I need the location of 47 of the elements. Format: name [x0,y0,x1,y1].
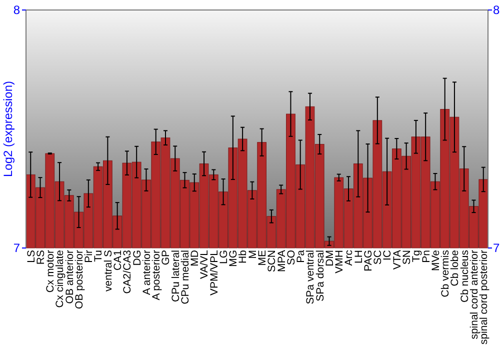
x-tick-label: VA/VL [198,250,211,279]
x-tick-label: ventral S [102,250,114,292]
x-tick-label: M [246,250,259,259]
x-tick-label: MPA [276,250,288,272]
y-axis-title: Log2 (expression) [1,80,15,178]
x-tick-label: SPa ventral [304,250,317,304]
x-tick-label: VPM/VPL [208,250,220,296]
x-tick-label: LS [25,250,38,263]
x-tick-label: SPa dorsal [314,250,326,302]
x-tick-label: SN [400,250,413,265]
x-tick-label: Cb lobe [449,250,462,286]
x-tick-label: LH [352,250,365,264]
x-tick-label: ME [256,250,268,266]
x-tick-label: Pa [295,250,308,263]
x-tick-label: spinal cord posterior [478,249,490,345]
x-tick-label: MD [189,250,202,266]
x-tick-label: MVe [430,250,442,272]
x-tick-label: CA1 [112,250,124,270]
x-tick-label: DM [324,250,336,266]
x-tick-label: Cx cingulate [54,250,66,308]
x-tick-label: spinal cord anterior [468,249,480,340]
x-tick-label: Tg [410,250,423,262]
x-tick-label: LG [218,250,230,264]
y2-tick-label: 8 [493,3,500,18]
x-tick-label: OB anterior [64,250,76,304]
x-tick-label: SCN [266,250,278,272]
x-tick-label: Cb nucleus [458,250,471,303]
x-tick-label: IC [382,250,394,260]
x-tick-label: A posterior [150,250,163,300]
x-tick-label: OB posterior [73,250,86,309]
x-tick-label: Hb [237,250,250,264]
x-tick-label: DG [131,250,144,266]
x-tick-label: CPu lateral [170,250,182,302]
x-tick-label: SO [285,250,298,266]
x-tick-label: SC [372,250,384,265]
x-tick-label: RS [34,250,47,265]
x-tick-label: Pir [83,250,96,263]
y2-tick-label: 7 [493,241,500,256]
x-tick-label: A anterior [140,250,153,295]
x-tick-label: CPu medial [179,250,192,304]
x-tick-label: VMH [334,250,346,274]
x-tick-label: CA2/CA3 [122,250,134,294]
x-tick-label: Arc [343,250,356,266]
x-tick-label: VTA [391,250,404,270]
x-tick-label: GP [160,250,172,266]
x-tick-label: PAG [362,250,374,272]
x-tick-label: Tu [92,250,105,262]
